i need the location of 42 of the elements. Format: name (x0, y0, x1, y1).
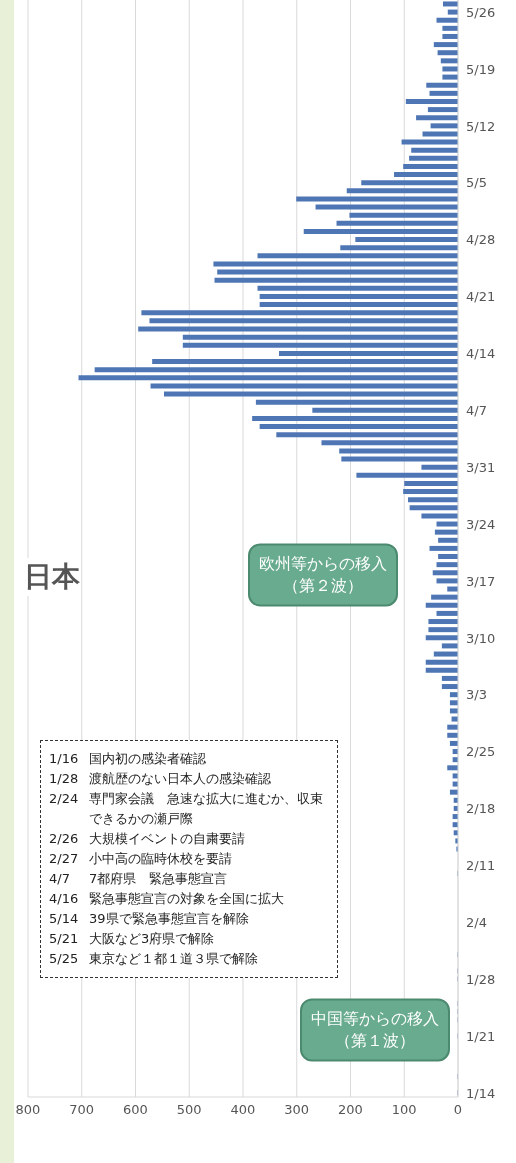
y-tick-label: 4/14 (466, 346, 496, 362)
y-tick-label: 1/28 (466, 971, 496, 987)
x-tick-label: 100 (391, 1102, 417, 1118)
y-tick-label: 1/14 (466, 1085, 496, 1101)
y-tick-label: 5/19 (466, 61, 496, 77)
y-tick-label: 2/11 (466, 858, 496, 874)
y-tick-label: 2/18 (466, 801, 496, 817)
annotation: 4/16 緊急事態宣言の対象を全国に拡大 (49, 890, 284, 908)
y-tick-label: 2/4 (466, 914, 487, 930)
x-tick-label: 800 (15, 1102, 41, 1118)
y-tick-label: 3/17 (466, 573, 496, 589)
text: 4/7 7都府県 緊急事態宣言 (49, 871, 228, 886)
x-tick-label: 200 (338, 1102, 363, 1118)
annotation: 欧州等からの移入（第２波） (248, 543, 398, 607)
y-tick-label: 5/12 (466, 118, 496, 134)
y-tick-label: 4/21 (466, 289, 496, 305)
y-tick-label: 3/3 (466, 687, 487, 703)
x-tick-label: 600 (123, 1102, 148, 1118)
y-tick-label: 5/26 (466, 4, 496, 20)
annotation: 5/25 東京など１都１道３県で解除 (49, 950, 258, 968)
annotation: 2/24 専門家会議 急速な拡大に進むか、収束できるかの瀬戸際 (49, 790, 324, 828)
x-tick-label: 0 (453, 1102, 463, 1118)
annotation: 2/26 大規模イベントの自粛要請 (49, 830, 245, 848)
y-tick-label: 1/21 (466, 1028, 496, 1044)
y-tick-label: 3/10 (466, 630, 496, 646)
text: 日本 (24, 558, 80, 596)
annotation: 2/27 小中高の臨時休校を要請 (49, 850, 232, 868)
y-tick-label: 2/25 (466, 744, 496, 760)
y-tick-label: 3/31 (466, 459, 496, 475)
y-tick-label: 3/24 (466, 516, 496, 532)
x-tick-label: 500 (176, 1102, 202, 1118)
y-tick-label: 5/5 (466, 175, 487, 191)
x-tick-label: 700 (69, 1102, 95, 1118)
x-tick-label: 400 (230, 1102, 256, 1118)
y-tick-label: 4/7 (466, 402, 487, 418)
annotation: 5/14 39県で緊急事態宣言を解除 (49, 910, 249, 928)
x-tick-label: 300 (284, 1102, 310, 1118)
annotation: 1/28 渡航歴のない日本人の感染確認 (49, 770, 271, 788)
annotation: 1/16 国内初の感染者確認 (49, 750, 206, 768)
y-tick-label: 4/28 (466, 232, 496, 248)
annotation: 中国等からの移入（第１波） (300, 998, 450, 1062)
annotation: 5/21 大阪など3府県で解除 (49, 930, 215, 948)
